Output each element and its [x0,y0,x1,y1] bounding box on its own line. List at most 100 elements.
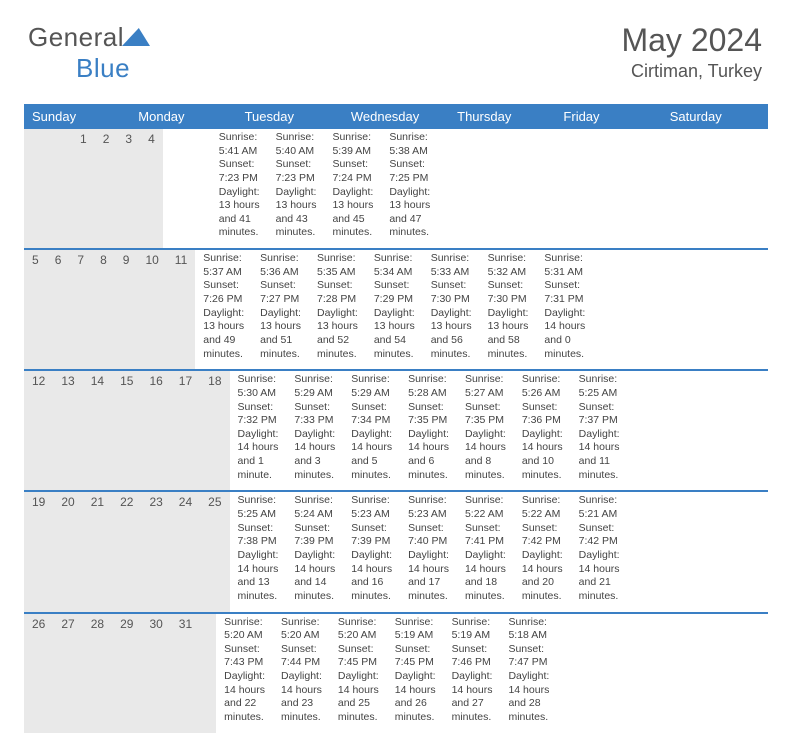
calendar-day-header: Sunday Monday Tuesday Wednesday Thursday… [24,104,768,129]
title-month: May 2024 [621,22,762,59]
sunrise-text: Sunrise: 5:36 AM [260,252,301,279]
day-number: 24 [171,492,200,611]
sunset-text: Sunset: 7:27 PM [260,279,301,306]
sunset-text: Sunset: 7:35 PM [408,401,449,428]
calendar-week: 262728293031Sunrise: 5:20 AMSunset: 7:43… [24,612,768,733]
day-cell: Sunrise: 5:34 AMSunset: 7:29 PMDaylight:… [366,250,423,363]
daylight-text: Daylight: 14 hours [544,307,585,334]
day-cell: Sunrise: 5:38 AMSunset: 7:25 PMDaylight:… [381,129,438,242]
day-cell: Sunrise: 5:20 AMSunset: 7:43 PMDaylight:… [216,614,273,727]
daylight-text: and 13 minutes. [238,576,279,603]
daylight-text: Daylight: 13 hours [488,307,529,334]
calendar-week: 567891011Sunrise: 5:37 AMSunset: 7:26 PM… [24,248,768,369]
day-number: 15 [112,371,141,490]
daylight-text: and 10 minutes. [522,455,563,482]
weeks-container: 1234 Sunrise: 5:41 AMSunset: 7:23 PM Dayli… [24,129,768,733]
day-number: 29 [112,614,141,733]
daynum-row: 1234 [24,129,163,248]
calendar-week: 19202122232425Sunrise: 5:25 AMSunset: 7:… [24,490,768,611]
day-cell: Sunrise: 5:22 AMSunset: 7:42 PMDaylight:… [514,492,571,605]
sunset-text: Sunset: 7:23 PM [219,158,260,185]
daylight-text: and 26 minutes. [395,697,436,724]
day-cell: Sunrise: 5:29 AMSunset: 7:34 PMDaylight:… [343,371,400,484]
day-number: 11 [167,250,195,369]
day-cell: Sunrise: 5:39 AMSunset: 7:24 PMDaylight:… [324,129,381,242]
day-number: 6 [47,250,70,369]
daylight-text: Daylight: 14 hours [395,670,436,697]
sunrise-text: Sunrise: 5:19 AM [395,616,436,643]
daylight-text: Daylight: 14 hours [338,670,379,697]
daylight-text: Daylight: 14 hours [351,428,392,455]
sunset-text: Sunset: 7:35 PM [465,401,506,428]
week-body-row: Sunrise: 5:30 AMSunset: 7:32 PMDaylight:… [230,371,628,490]
daylight-text: and 43 minutes. [276,213,317,240]
day-cell: Sunrise: 5:36 AMSunset: 7:27 PMDaylight:… [252,250,309,363]
daynum-row: 12131415161718 [24,371,230,490]
day-cell: Sunrise: 5:19 AMSunset: 7:46 PMDaylight:… [444,614,501,727]
sunset-text: Sunset: 7:30 PM [488,279,529,306]
sunrise-text: Sunrise: 5:27 AM [465,373,506,400]
day-cell: Sunrise: 5:18 AMSunset: 7:47 PMDaylight:… [500,614,557,727]
daylight-text: Daylight: 14 hours [408,428,449,455]
day-cell [195,129,211,242]
sunset-text: Sunset: 7:32 PM [238,401,279,428]
daylight-text: Daylight: 14 hours [579,428,620,455]
daylight-text: and 41 minutes. [219,213,260,240]
day-number: 16 [141,371,170,490]
day-number: 31 [171,614,200,733]
daylight-text: Daylight: 13 hours [276,186,317,213]
day-saturday: Saturday [662,104,768,129]
day-cell: Sunrise: 5:25 AMSunset: 7:38 PMDaylight:… [230,492,287,605]
day-number: 25 [200,492,229,611]
day-thursday: Thursday [449,104,555,129]
daylight-text: and 52 minutes. [317,334,358,361]
sunrise-text: Sunrise: 5:32 AM [488,252,529,279]
daylight-text: Daylight: 14 hours [522,549,563,576]
day-number: 27 [53,614,82,733]
day-friday: Friday [555,104,661,129]
day-sunday: Sunday [24,104,130,129]
sunrise-text: Sunrise: 5:41 AM [219,131,260,158]
day-cell: Sunrise: 5:32 AMSunset: 7:30 PMDaylight:… [480,250,537,363]
day-number: 22 [112,492,141,611]
day-number: 7 [69,250,92,369]
daylight-text: and 11 minutes. [579,455,620,482]
sunset-text: Sunset: 7:45 PM [395,643,436,670]
sunset-text: Sunset: 7:45 PM [338,643,379,670]
daylight-text: Daylight: 13 hours [203,307,244,334]
daylight-text: and 56 minutes. [431,334,472,361]
day-cell: Sunrise: 5:40 AMSunset: 7:23 PMDaylight:… [268,129,325,242]
daylight-text: and 45 minutes. [332,213,373,240]
day-cell: Sunrise: 5:33 AMSunset: 7:30 PMDaylight:… [423,250,480,363]
sunset-text: Sunset: 7:29 PM [374,279,415,306]
sunrise-text: Sunrise: 5:20 AM [281,616,322,643]
title-location: Cirtiman, Turkey [621,61,762,82]
daylight-text: Daylight: 14 hours [238,428,279,455]
daylight-text: Daylight: 13 hours [260,307,301,334]
day-number: 1 [72,129,95,248]
daylight-text: and 47 minutes. [389,213,430,240]
daylight-text: and 14 minutes. [294,576,335,603]
week-body-row: Sunrise: 5:37 AMSunset: 7:26 PMDaylight:… [195,250,593,369]
week-body-row: Sunrise: 5:20 AM Sunset: 7:43 PM Daylight:… [216,614,573,733]
sunset-text: Sunset: 7:41 PM [465,522,506,549]
daylight-text: Daylight: 13 hours [389,186,430,213]
day-cell: Sunrise: 5:20 AMSunset: 7:45 PMDaylight:… [330,614,387,727]
sunrise-text: Sunrise: 5:29 AM [294,373,335,400]
sunset-text: Sunset: 7:24 PM [332,158,373,185]
daylight-text: and 23 minutes. [281,697,322,724]
day-number: 5 [24,250,47,369]
week-body-row: Sunrise: 5:41 AMSunset: 7:23 PM Daylight:… [163,129,438,248]
daylight-text: Daylight: 14 hours [508,670,549,697]
sunrise-text: Sunrise: 5:22 AM [465,494,506,521]
sunset-text: Sunset: 7:43 PM [224,643,265,670]
sunrise-text: Sunrise: 5:31 AM [544,252,585,279]
day-tuesday: Tuesday [237,104,343,129]
logo-text-blue: Blue [76,53,130,83]
sunset-text: Sunset: 7:44 PM [281,643,322,670]
day-monday: Monday [130,104,236,129]
daylight-text: and 3 minutes. [294,455,335,482]
day-number: 23 [141,492,170,611]
sunset-text: Sunset: 7:47 PM [508,643,549,670]
sunrise-text: Sunrise: 5:23 AM [351,494,392,521]
